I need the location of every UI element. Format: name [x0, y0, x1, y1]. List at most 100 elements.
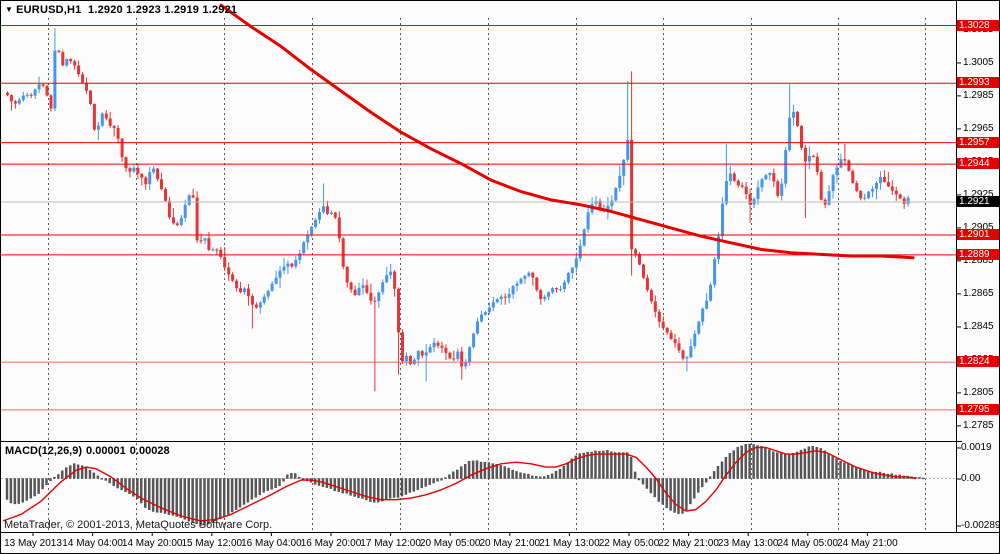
- macd-histogram-bar: [17, 478, 20, 504]
- macd-panel-surface[interactable]: [1, 442, 956, 531]
- candle-body: [183, 204, 187, 218]
- candle-body: [329, 212, 333, 214]
- candle-body: [807, 156, 811, 162]
- candle-body: [424, 352, 428, 356]
- macd-histogram-bar: [246, 478, 250, 503]
- macd-histogram-bar: [724, 456, 728, 479]
- macd-histogram-bar: [452, 471, 455, 479]
- macd-histogram-bar: [420, 478, 423, 489]
- macd-histogram-bar: [9, 478, 13, 504]
- macd-histogram-bar: [772, 451, 775, 479]
- candle-body: [436, 342, 440, 346]
- candle-body: [274, 277, 278, 284]
- candle-body: [495, 299, 499, 303]
- macd-histogram-bar: [408, 478, 412, 493]
- candle-body: [819, 172, 823, 200]
- candle-body: [626, 139, 630, 160]
- macd-histogram-bar: [499, 465, 502, 479]
- candle-body: [685, 357, 689, 359]
- candle-body: [875, 182, 878, 189]
- time-axis-surface[interactable]: [1, 533, 956, 554]
- macd-histogram-bar: [495, 464, 498, 479]
- candle-body: [559, 289, 562, 290]
- candle-body: [377, 292, 381, 302]
- candle-body: [132, 167, 136, 172]
- candle-body: [772, 173, 776, 182]
- macd-histogram-bar: [416, 478, 419, 490]
- macd-histogram-bar: [349, 478, 352, 496]
- macd-histogram-bar: [752, 444, 755, 479]
- macd-histogram-bar: [238, 478, 242, 508]
- macd-histogram-bar: [467, 461, 471, 479]
- macd-histogram-bar: [756, 445, 759, 479]
- candle-body: [653, 301, 657, 312]
- candle-body: [511, 285, 515, 295]
- candle-body: [689, 346, 693, 358]
- macd-histogram-bar: [444, 477, 447, 479]
- macd-histogram-bar: [203, 478, 206, 525]
- candle-body: [748, 194, 752, 205]
- candle-body: [835, 167, 839, 176]
- candle-body: [839, 159, 843, 168]
- candle-body: [661, 321, 665, 328]
- macd-histogram-bar: [226, 478, 230, 515]
- candle-body: [796, 111, 799, 126]
- candle-body: [448, 352, 452, 359]
- candle-body: [827, 191, 831, 205]
- macd-histogram-bar: [475, 460, 479, 479]
- macd-histogram-bar: [578, 453, 581, 479]
- macd-histogram-bar: [562, 465, 566, 479]
- candle-body: [780, 183, 784, 196]
- price-axis-surface[interactable]: [957, 1, 1000, 532]
- candle-body: [365, 285, 369, 293]
- candle-body: [649, 290, 653, 302]
- candle-body: [314, 219, 318, 227]
- macd-histogram-bar: [388, 478, 392, 499]
- candle-body: [610, 200, 614, 206]
- macd-histogram-bar: [68, 465, 72, 479]
- candle-body: [740, 185, 744, 187]
- candle-body: [788, 117, 792, 150]
- macd-histogram-bar: [515, 471, 518, 479]
- candle-body: [586, 212, 590, 230]
- macd-signal-line: [2, 446, 917, 522]
- candle-body: [179, 217, 183, 225]
- macd-histogram-bar: [918, 477, 921, 479]
- candle-body: [882, 176, 886, 182]
- macd-histogram-bar: [258, 478, 261, 495]
- macd-histogram-bar: [681, 478, 684, 514]
- macd-histogram-bar: [519, 472, 522, 479]
- macd-histogram-bar: [345, 478, 348, 494]
- macd-histogram-bar: [471, 460, 475, 479]
- candle-body: [867, 191, 871, 198]
- candle-body: [732, 173, 736, 181]
- candle-body: [487, 307, 491, 313]
- candle-body: [361, 285, 365, 288]
- macd-histogram-bar: [404, 478, 408, 495]
- candle-body: [318, 212, 321, 220]
- candle-body: [713, 259, 717, 285]
- macd-histogram-bar: [333, 478, 336, 492]
- macd-histogram-bar: [29, 478, 32, 499]
- candle-body: [709, 284, 713, 301]
- macd-histogram-bar: [689, 478, 692, 505]
- macd-histogram-bar: [136, 478, 139, 499]
- main-chart-surface[interactable]: [1, 16, 956, 441]
- candle-body: [483, 312, 487, 315]
- candle-body: [211, 249, 215, 251]
- macd-histogram-bar: [230, 478, 234, 513]
- macd-histogram-bar: [878, 471, 882, 479]
- candle-body: [290, 263, 294, 267]
- candle-body: [294, 260, 298, 267]
- macd-histogram-bar: [574, 455, 577, 479]
- candle-body: [9, 95, 13, 102]
- macd-histogram-bar: [61, 470, 64, 479]
- candle-body: [503, 296, 507, 298]
- candle-body: [527, 272, 531, 276]
- candle-body: [551, 288, 555, 293]
- candle-body: [108, 118, 112, 126]
- candle-body: [322, 206, 325, 213]
- macd-histogram-bar: [373, 478, 376, 503]
